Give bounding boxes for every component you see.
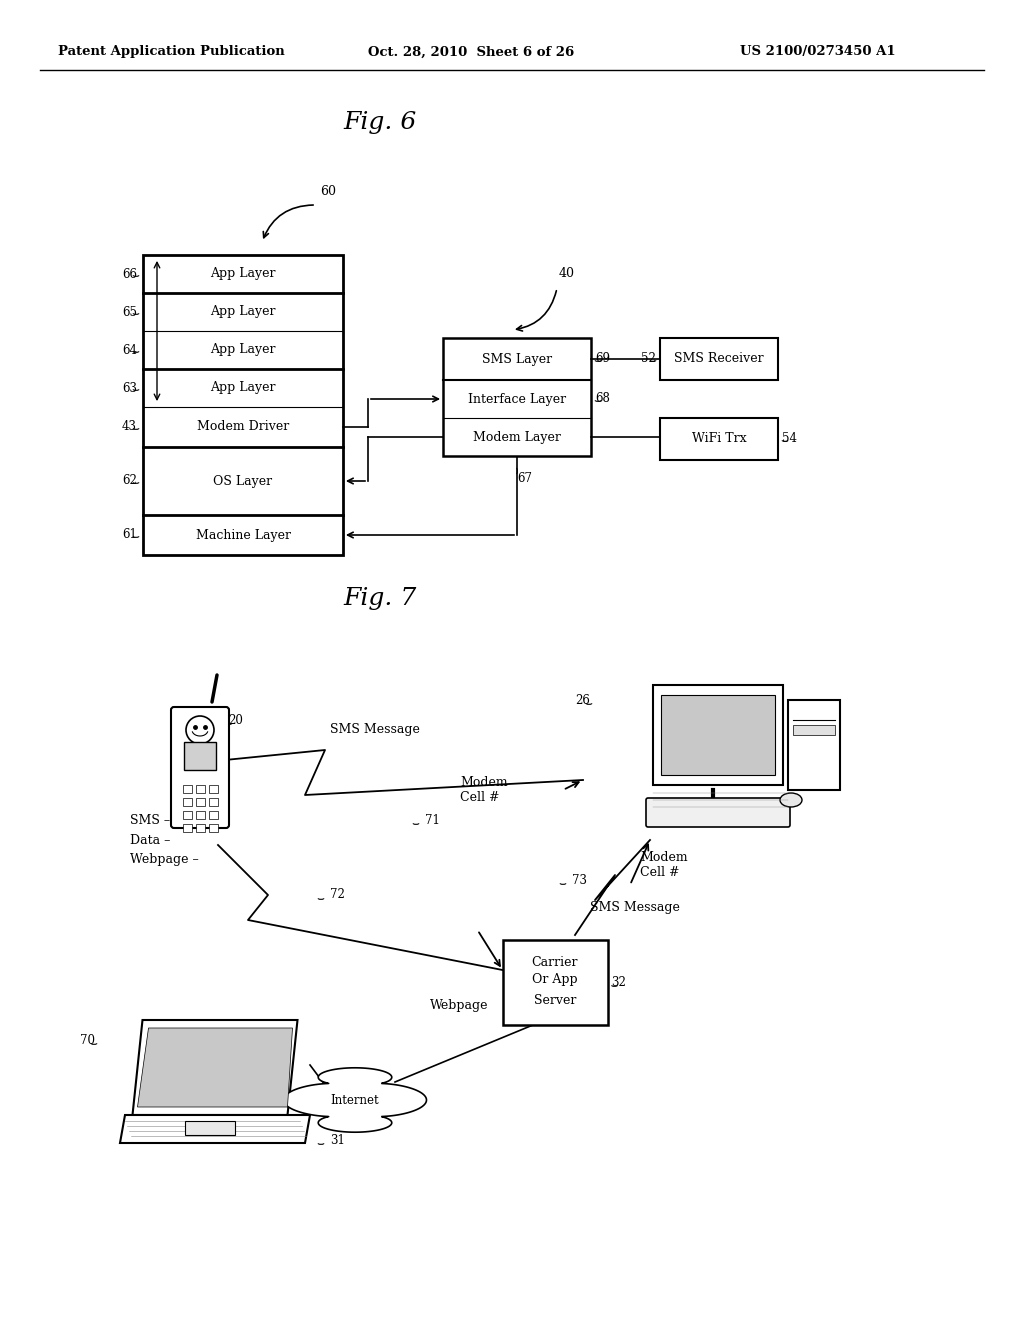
Text: App Layer: App Layer (210, 305, 275, 318)
Bar (209, 785, 218, 793)
Text: Modem Driver: Modem Driver (197, 421, 289, 433)
Bar (185, 1121, 234, 1135)
Text: 40: 40 (559, 267, 575, 280)
Text: Modem Layer: Modem Layer (473, 430, 561, 444)
Text: Modem
Cell #: Modem Cell # (640, 851, 688, 879)
Text: 54: 54 (782, 433, 797, 446)
Text: Webpage –: Webpage – (130, 854, 199, 866)
Text: 63: 63 (122, 381, 137, 395)
Text: Or App: Or App (532, 974, 578, 986)
Bar (183, 810, 193, 818)
Bar (793, 725, 835, 735)
Bar (660, 338, 778, 380)
Bar (183, 785, 193, 793)
Text: 72: 72 (330, 888, 345, 902)
Text: 26: 26 (575, 693, 590, 706)
Text: App Layer: App Layer (210, 343, 275, 356)
Text: SMS –: SMS – (130, 813, 170, 826)
Bar (660, 418, 778, 459)
Text: SMS Message: SMS Message (590, 902, 680, 915)
Text: SMS Layer: SMS Layer (482, 352, 552, 366)
Circle shape (186, 715, 214, 744)
Text: Webpage: Webpage (430, 998, 488, 1011)
Text: 32: 32 (611, 975, 627, 989)
Text: 67: 67 (517, 471, 532, 484)
Text: 66: 66 (122, 268, 137, 281)
Text: 31: 31 (330, 1134, 345, 1147)
Text: App Layer: App Layer (210, 268, 275, 281)
Bar (653, 685, 783, 785)
Text: 60: 60 (319, 185, 336, 198)
Polygon shape (132, 1020, 298, 1115)
Text: WiFi Trx: WiFi Trx (691, 433, 746, 446)
Bar (184, 742, 216, 770)
Bar (209, 824, 218, 832)
Text: SMS Message: SMS Message (330, 723, 420, 737)
Polygon shape (137, 1028, 293, 1107)
Text: 43: 43 (122, 421, 137, 433)
Bar (196, 785, 205, 793)
Text: 68: 68 (595, 392, 610, 405)
FancyBboxPatch shape (646, 799, 790, 828)
Text: Modem
Cell #: Modem Cell # (460, 776, 508, 804)
Text: 73: 73 (572, 874, 587, 887)
Text: 52: 52 (641, 352, 656, 366)
Text: Carrier: Carrier (531, 956, 579, 969)
Text: Interface Layer: Interface Layer (468, 392, 566, 405)
Text: Internet: Internet (331, 1093, 379, 1106)
Polygon shape (284, 1068, 427, 1133)
Bar (209, 810, 218, 818)
Text: Server: Server (534, 994, 577, 1006)
Polygon shape (120, 1115, 310, 1143)
Bar (788, 700, 840, 789)
Text: 20: 20 (228, 714, 243, 726)
Text: Fig. 6: Fig. 6 (343, 111, 417, 133)
FancyBboxPatch shape (171, 708, 229, 828)
Bar (196, 799, 205, 807)
Text: Fig. 7: Fig. 7 (343, 586, 417, 610)
Text: Patent Application Publication: Patent Application Publication (58, 45, 285, 58)
Bar (503, 940, 607, 1026)
Bar (143, 255, 343, 554)
Text: 65: 65 (122, 305, 137, 318)
Bar (183, 824, 193, 832)
Text: 70: 70 (80, 1034, 95, 1047)
Text: Machine Layer: Machine Layer (196, 528, 291, 541)
Text: OS Layer: OS Layer (213, 474, 272, 487)
Text: 61: 61 (122, 528, 137, 541)
Text: 71: 71 (425, 813, 440, 826)
Text: Oct. 28, 2010  Sheet 6 of 26: Oct. 28, 2010 Sheet 6 of 26 (368, 45, 574, 58)
Bar (662, 696, 775, 775)
Text: 69: 69 (595, 352, 610, 366)
Bar (196, 810, 205, 818)
Ellipse shape (780, 793, 802, 807)
Bar (183, 799, 193, 807)
Text: App Layer: App Layer (210, 381, 275, 395)
Text: Data –: Data – (130, 833, 170, 846)
Text: 64: 64 (122, 343, 137, 356)
Text: 62: 62 (122, 474, 137, 487)
Bar (443, 338, 591, 455)
Text: US 2100/0273450 A1: US 2100/0273450 A1 (740, 45, 896, 58)
Bar (196, 824, 205, 832)
Bar (209, 799, 218, 807)
Text: SMS Receiver: SMS Receiver (674, 352, 764, 366)
